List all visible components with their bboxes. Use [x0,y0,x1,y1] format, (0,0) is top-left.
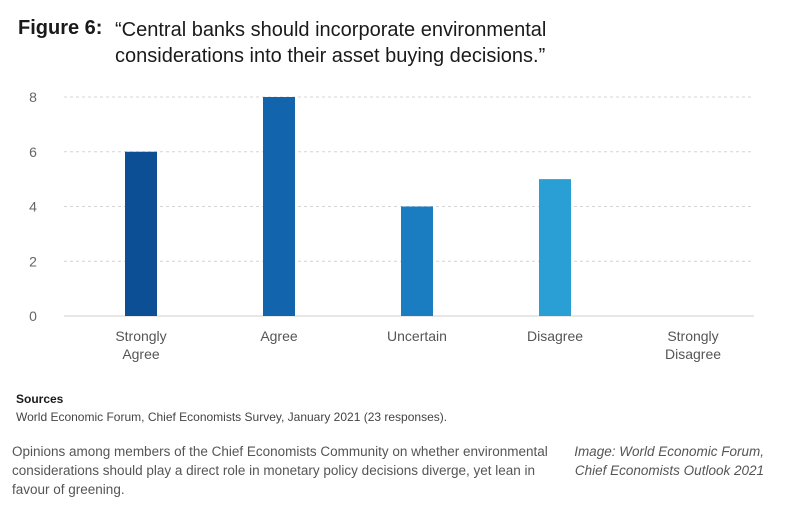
bar [539,179,571,316]
x-tick-label: Disagree [527,328,583,344]
figure-label: Figure 6: [18,17,103,39]
y-tick-label: 8 [29,89,37,105]
bar [263,97,295,316]
x-tick-label: Uncertain [387,328,447,344]
figure-title-line-1: “Central banks should incorporate enviro… [115,19,547,41]
caption-band [0,432,808,513]
y-tick-label: 0 [29,308,37,324]
x-tick-label: Agree [260,328,298,344]
y-tick-label: 4 [29,199,37,215]
figure-title-line-2: considerations into their asset buying d… [115,45,546,67]
image-caption: Opinions among members of the Chief Econ… [12,444,548,497]
y-tick-label: 2 [29,253,37,269]
x-tick-label: Strongly Agree [115,328,166,362]
figure-card: Figure 6: “Central banks should incorpor… [16,17,754,424]
x-tick-label: Strongly Disagree [665,328,721,362]
image-credit: Image: World Economic Forum, Chief Econo… [574,444,764,478]
sources-text: World Economic Forum, Chief Economists S… [16,410,448,424]
sources-heading: Sources [16,392,64,406]
bar [401,206,433,316]
y-tick-label: 6 [29,144,37,160]
bar [125,151,157,316]
bar-chart: 0 2 4 6 8 Strongly Agree Agree Uncertain Disagree… [29,89,754,362]
figure-title: “Central banks should incorporate enviro… [115,17,635,69]
